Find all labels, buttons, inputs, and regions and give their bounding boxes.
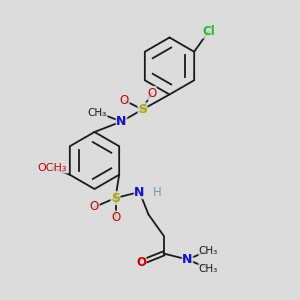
Text: N: N [182,253,193,266]
Text: OCH₃: OCH₃ [38,163,67,173]
Text: O: O [147,86,156,100]
Text: N: N [134,185,145,199]
Text: S: S [111,191,120,205]
Text: H: H [153,185,162,199]
Text: CH₃: CH₃ [199,245,218,256]
Text: S: S [138,103,147,116]
Text: O: O [120,94,129,107]
Text: CH₃: CH₃ [199,263,218,274]
Text: O: O [90,200,99,214]
Text: O: O [111,211,120,224]
Text: CH₃: CH₃ [88,107,107,118]
Text: Cl: Cl [202,25,215,38]
Text: N: N [116,115,127,128]
Text: O: O [136,256,146,269]
